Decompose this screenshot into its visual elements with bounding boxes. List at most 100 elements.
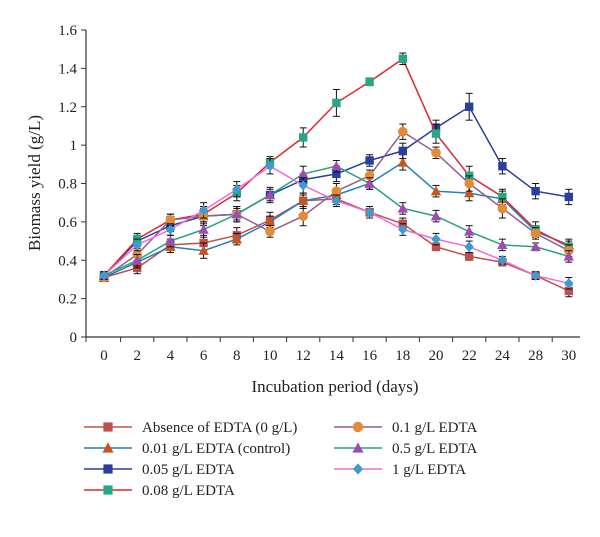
data-point [530,241,541,252]
x-tick-label: 6 [200,348,208,364]
data-point [398,224,408,235]
x-axis-title: Incubation period (days) [251,377,418,396]
y-tick-label: 1.4 [58,61,77,77]
data-point [465,252,474,261]
data-point [165,224,176,235]
data-point [132,239,142,251]
data-point [530,270,541,281]
data-point [465,102,474,111]
data-point [332,98,341,108]
data-point [198,205,209,216]
data-point [398,54,407,63]
legend-label: 0.1 g/L EDTA [392,420,477,436]
x-tick-label: 22 [462,348,477,364]
data-point [264,216,276,227]
legend-item: 1 g/L EDTA [334,462,466,478]
data-point [365,156,374,165]
data-point [298,195,309,205]
data-point [497,239,508,250]
y-tick-label: 0 [70,330,78,346]
data-point [464,178,475,189]
data-point [265,161,275,172]
x-tick-label: 30 [561,348,576,364]
data-point [430,210,442,221]
legend-marker [103,485,113,495]
x-tick-label: 16 [362,348,378,364]
data-point [497,203,508,214]
legend-label: 1 g/L EDTA [392,462,466,478]
axes: 00.20.40.60.811.21.41.60 2 4 6 8 10 12 14 16 18 20… [58,23,580,364]
legend-item: 0.01 g/L EDTA (control) [84,441,290,457]
data-point [464,226,475,236]
x-tick-label: 14 [329,348,345,364]
data-point [99,270,109,281]
legend-label: 0.5 g/L EDTA [392,441,477,457]
data-point [365,77,374,87]
x-tick-label: 2 [133,348,141,364]
data-point [231,209,242,219]
legend-item: 0.08 g/L EDTA [84,483,235,499]
data-point [464,241,474,253]
x-tick-label: 8 [233,348,241,364]
data-point [331,195,342,206]
legend-item: Absence of EDTA (0 g/L) [84,420,297,436]
y-tick-label: 1.6 [58,23,77,39]
y-tick-label: 0.8 [58,177,77,193]
data-point [298,168,309,179]
y-axis-title: Biomass yield (g/L) [25,115,44,251]
legend-item: 0.1 g/L EDTA [334,420,477,436]
data-point [497,255,508,266]
data-point [431,233,441,245]
data-point [431,148,441,158]
data-point [298,211,309,221]
x-tick-label: 12 [296,348,311,364]
x-tick-label: 18 [395,348,410,364]
data-point [531,186,540,196]
data-point [231,233,242,244]
legend-label: 0.01 g/L EDTA (control) [142,441,290,457]
y-tick-label: 0.6 [58,215,77,231]
legend-marker [103,464,113,474]
data-point [498,162,507,171]
legend-marker [102,442,114,453]
data-point [232,184,242,195]
legend-marker [352,463,364,475]
data-point [331,161,342,171]
data-point [564,192,573,202]
data-point [332,169,341,179]
x-tick-label: 4 [167,348,175,364]
data-point [198,224,209,234]
data-point [398,146,407,156]
data-point [430,185,442,196]
data-point [132,255,143,265]
x-tick-label: 24 [495,348,511,364]
legend-label: Absence of EDTA (0 g/L) [142,420,297,436]
data-point [264,189,276,200]
series-group [98,52,574,298]
data-point [530,228,541,239]
legend-label: 0.05 g/L EDTA [142,462,235,478]
data-point [298,180,308,191]
legend-item: 0.5 g/L EDTA [334,441,477,457]
legend-item: 0.05 g/L EDTA [84,462,235,478]
y-tick-label: 0.2 [58,292,77,308]
y-tick-label: 1.2 [58,100,77,116]
x-tick-label: 10 [263,348,278,364]
legend-marker [103,422,113,432]
data-point [397,157,408,167]
x-tick-label: 0 [100,348,108,364]
x-tick-label: 28 [528,348,543,364]
data-point [397,203,408,213]
data-point [564,278,574,289]
data-point [564,286,573,296]
legend-label: 0.08 g/L EDTA [142,483,235,499]
legend: Absence of EDTA (0 g/L) 0.01 g/L EDTA (co… [84,420,477,499]
data-point [198,245,209,255]
y-tick-label: 0.4 [58,253,77,269]
data-point [364,207,375,218]
data-point [498,192,507,202]
data-point [165,215,176,225]
data-point [299,133,308,142]
data-point [364,178,375,188]
